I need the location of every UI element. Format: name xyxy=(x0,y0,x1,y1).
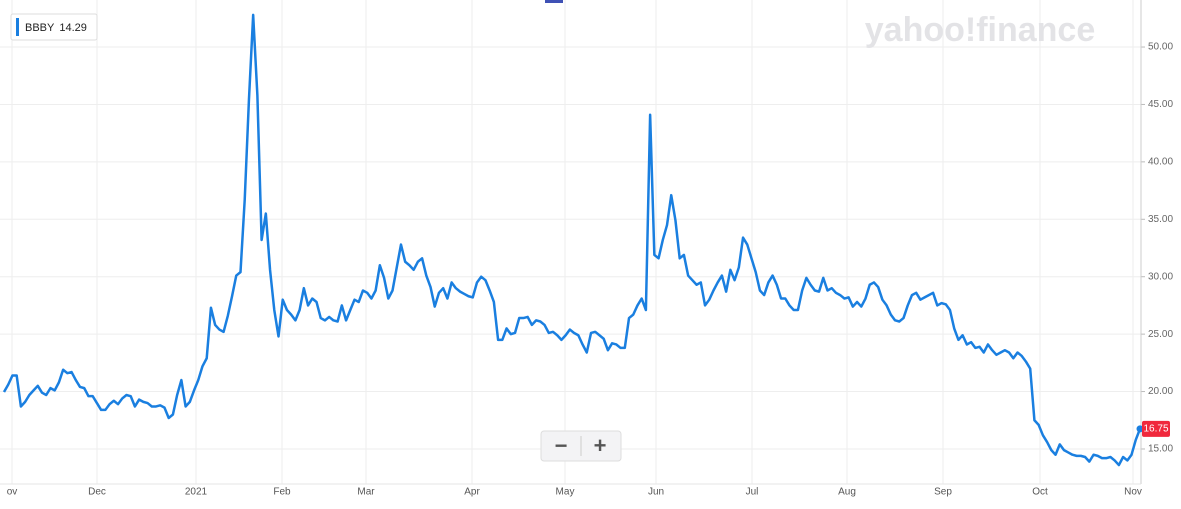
x-tick-label: Feb xyxy=(273,487,291,498)
zoom-in-button[interactable]: + xyxy=(594,433,607,458)
zoom-out-button[interactable]: − xyxy=(555,433,568,458)
legend-swatch xyxy=(16,18,19,36)
y-tick-label: 40.00 xyxy=(1148,157,1173,168)
y-tick-label: 30.00 xyxy=(1148,271,1173,282)
x-tick-label: Nov xyxy=(1124,487,1142,498)
y-tick-label: 35.00 xyxy=(1148,214,1173,225)
zoom-controls: − + xyxy=(540,430,622,462)
legend-value: 14.29 xyxy=(59,22,87,34)
price-line xyxy=(2,13,1142,467)
x-tick-label: 2021 xyxy=(185,487,208,498)
x-tick-label: Sep xyxy=(934,487,952,498)
x-tick-label: Mar xyxy=(357,487,375,498)
x-tick-label: Apr xyxy=(464,487,480,498)
y-tick-label: 50.00 xyxy=(1148,42,1173,53)
y-tick-label: 25.00 xyxy=(1148,329,1173,340)
x-tick-label: Oct xyxy=(1032,487,1048,498)
x-tick-label: Jul xyxy=(746,487,759,498)
price-tag-label: 16.75 xyxy=(1143,424,1168,435)
x-tick-label: Aug xyxy=(838,487,856,498)
top-indicator xyxy=(545,0,563,3)
y-tick-label: 45.00 xyxy=(1148,99,1173,110)
x-tick-label: May xyxy=(556,487,575,498)
legend-label: BBBY 14.29 xyxy=(25,22,87,34)
last-point xyxy=(1136,425,1144,433)
price-tag-box xyxy=(1142,420,1170,437)
legend: BBBY 14.29 xyxy=(10,13,98,41)
x-tick-label: ov xyxy=(7,487,18,498)
price-tag: 16.75 xyxy=(1142,420,1170,437)
legend-name: BBBY xyxy=(25,22,55,34)
y-tick-label: 15.00 xyxy=(1148,444,1173,455)
x-tick-label: Dec xyxy=(88,487,106,498)
legend-box xyxy=(10,13,98,41)
y-tick-label: 20.00 xyxy=(1148,386,1173,397)
x-tick-label: Jun xyxy=(648,487,664,498)
watermark: yahoo!finance xyxy=(865,11,1095,49)
